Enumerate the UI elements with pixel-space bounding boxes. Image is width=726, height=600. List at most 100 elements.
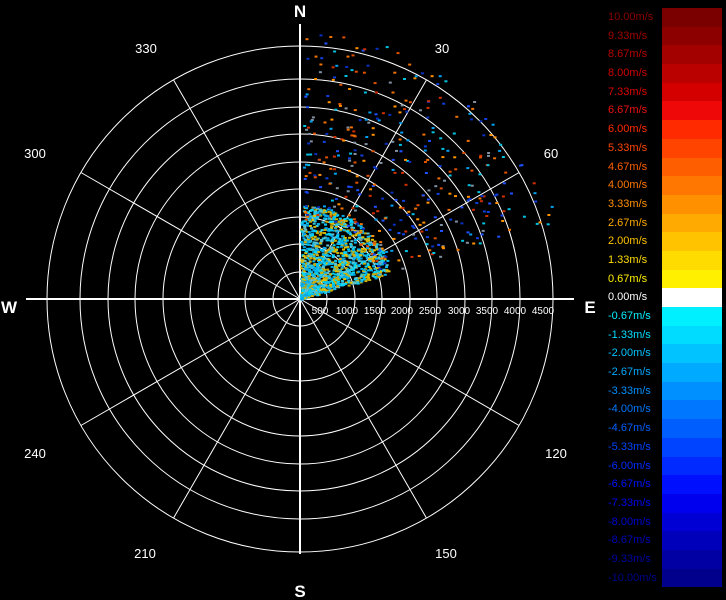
echo-pixel	[352, 226, 356, 229]
echo-pixel	[321, 253, 325, 256]
echo-pixel	[309, 234, 313, 237]
echo-pixel	[348, 255, 352, 258]
echo-pixel	[307, 142, 311, 145]
echo-pixel	[375, 246, 379, 249]
echo-pixel	[317, 158, 321, 161]
echo-pixel	[369, 243, 373, 246]
echo-pixel	[373, 275, 377, 278]
echo-pixel	[320, 229, 324, 232]
echo-pixel	[323, 257, 327, 260]
legend-row: 5.33m/s	[606, 138, 722, 158]
echo-pixel	[326, 280, 330, 283]
echo-pixel	[438, 96, 442, 99]
legend-swatch	[662, 138, 722, 158]
echo-pixel	[371, 127, 375, 130]
echo-pixel	[352, 267, 356, 270]
legend-label: -7.33m/s	[608, 496, 651, 509]
echo-pixel	[361, 247, 364, 250]
echo-pixel	[326, 229, 330, 232]
echo-pixel	[347, 275, 350, 278]
echo-pixel	[378, 229, 381, 232]
legend-label: -6.67m/s	[608, 478, 651, 491]
echo-pixel	[488, 202, 492, 205]
echo-pixel	[335, 270, 338, 273]
echo-pixel	[319, 230, 323, 233]
echo-pixel	[326, 237, 330, 240]
echo-pixel	[307, 277, 311, 280]
echo-pixel	[308, 216, 312, 219]
echo-pixel	[308, 239, 312, 242]
echo-pixel	[304, 218, 308, 221]
echo-pixel	[399, 150, 403, 153]
legend-swatch	[662, 400, 722, 420]
echo-pixel	[342, 36, 346, 39]
echo-pixel	[493, 157, 497, 160]
echo-pixel	[362, 242, 366, 245]
echo-pixel	[359, 249, 363, 252]
echo-pixel	[307, 248, 311, 251]
echo-pixel	[433, 216, 437, 219]
echo-pixel	[367, 237, 371, 239]
echo-pixel	[371, 185, 375, 187]
echo-pixel	[408, 63, 412, 66]
legend-swatch	[662, 568, 722, 588]
echo-pixel	[331, 254, 335, 257]
echo-pixel	[330, 211, 334, 214]
echo-pixel	[372, 265, 376, 268]
echo-pixel	[341, 282, 345, 285]
echo-pixel	[304, 234, 308, 237]
echo-pixel	[533, 192, 537, 195]
echo-pixel	[329, 221, 333, 223]
echo-pixel	[400, 104, 404, 107]
echo-pixel	[336, 243, 340, 245]
echo-pixel	[366, 253, 370, 256]
echo-pixel	[305, 268, 309, 271]
echo-pixel	[301, 242, 305, 245]
echo-pixel	[319, 257, 323, 259]
echo-pixel	[312, 254, 316, 257]
echo-pixel	[375, 257, 378, 260]
echo-pixel	[390, 249, 394, 252]
echo-pixel	[327, 232, 331, 235]
echo-pixel	[369, 248, 373, 251]
echo-pixel	[379, 250, 383, 253]
echo-pixel	[388, 81, 392, 84]
echo-pixel	[303, 286, 307, 289]
echo-pixel	[392, 223, 396, 226]
echo-pixel	[444, 80, 448, 83]
echo-pixel	[428, 249, 432, 252]
echo-pixel	[340, 260, 344, 263]
echo-pixel	[351, 268, 355, 271]
echo-pixel	[374, 113, 378, 116]
echo-pixel	[341, 261, 345, 264]
echo-pixel	[481, 229, 485, 232]
echo-pixel	[363, 254, 367, 257]
echo-pixel	[348, 273, 352, 276]
echo-pixel	[328, 287, 332, 290]
echo-pixel	[346, 245, 350, 248]
echo-pixel	[333, 76, 337, 79]
echo-pixel	[304, 205, 308, 208]
echo-pixel	[309, 120, 313, 123]
echo-pixel	[328, 276, 332, 279]
echo-pixel	[325, 156, 329, 159]
echo-pixel	[390, 191, 394, 194]
echo-pixel	[312, 255, 316, 258]
echo-pixel	[343, 222, 347, 225]
echo-pixel	[356, 282, 360, 285]
echo-pixel	[308, 132, 312, 135]
echo-pixel	[303, 178, 307, 180]
echo-pixel	[391, 91, 395, 94]
echo-pixel	[332, 236, 336, 239]
echo-pixel	[353, 239, 357, 242]
legend-label: 8.67m/s	[608, 48, 648, 61]
echo-pixel	[325, 233, 329, 236]
echo-pixel	[366, 245, 370, 248]
echo-pixel	[362, 275, 365, 278]
echo-pixel	[336, 274, 340, 277]
echo-pixel	[351, 249, 355, 252]
echo-pixel	[329, 167, 333, 170]
echo-pixel	[469, 233, 473, 236]
echo-pixel	[324, 227, 328, 230]
echo-pixel	[304, 252, 308, 254]
